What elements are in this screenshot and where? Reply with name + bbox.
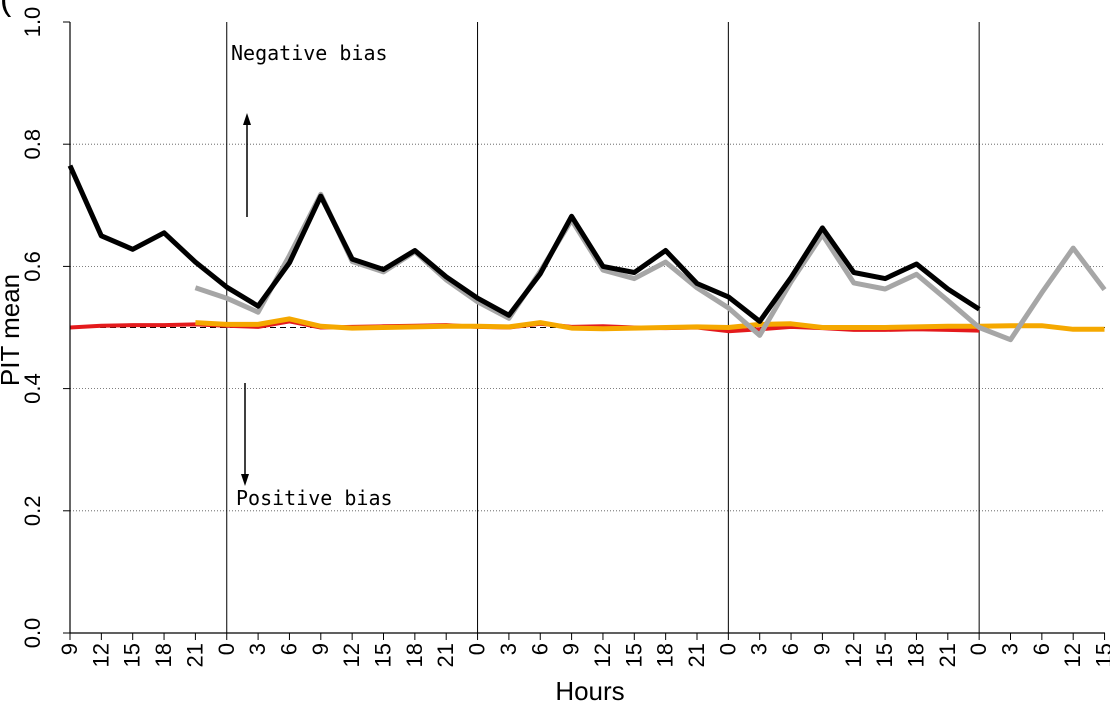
x-tick-label: 21 — [684, 643, 709, 667]
x-tick-label: 9 — [559, 643, 584, 655]
x-tick-label: 0 — [966, 643, 991, 655]
y-tick-labels: 0.0 0.2 0.4 0.6 0.8 1.0 — [20, 7, 45, 649]
x-tick-label: 15 — [371, 643, 396, 667]
x-tick-label: 6 — [277, 643, 302, 655]
series-line-4 — [195, 316, 1105, 332]
x-tick-label: 21 — [935, 643, 960, 667]
x-tick-label: 6 — [527, 643, 552, 655]
x-tick-label: 9 — [308, 643, 333, 655]
x-tick-label: 15 — [872, 643, 897, 667]
x-tick-label: 18 — [904, 643, 929, 667]
x-tick-label: 6 — [778, 643, 803, 655]
positive-bias-annotation: Positive bias — [236, 383, 393, 510]
x-tick-label: 18 — [151, 643, 176, 667]
x-axis-label: Hours — [555, 676, 624, 703]
x-tick-label: 12 — [590, 643, 615, 667]
series-line-1 — [67, 164, 981, 324]
axes — [63, 21, 1106, 640]
y-axis-label: PIT mean — [0, 274, 25, 386]
panel-tag: ( — [0, 0, 12, 18]
down-arrow-head — [241, 474, 249, 486]
x-tick-label: 15 — [1092, 643, 1110, 667]
y-tick-label: 0.2 — [20, 496, 45, 527]
x-tick-labels: 9 12 15 18 21 0 3 6 9 12 15 18 21 0 3 6 9 12 15 18 21 0 3 6 9 12 1… — [57, 643, 1110, 667]
y-tick-label: 1.0 — [20, 7, 45, 38]
x-tick-label: 3 — [747, 643, 772, 655]
x-tick-label: 18 — [653, 643, 678, 667]
x-tick-label: 12 — [841, 643, 866, 667]
y-tick-label: 0.8 — [20, 129, 45, 160]
x-tick-label: 0 — [214, 643, 239, 655]
x-tick-label: 15 — [621, 643, 646, 667]
x-tick-label: 9 — [57, 643, 82, 655]
x-tick-label: 6 — [1029, 643, 1054, 655]
x-tick-label: 0 — [715, 643, 740, 655]
x-tick-label: 3 — [245, 643, 270, 655]
x-tick-label: 21 — [182, 643, 207, 667]
x-tick-label: 3 — [496, 643, 521, 655]
x-tick-label: 18 — [402, 643, 427, 667]
x-tick-label: 15 — [120, 643, 145, 667]
y-tick-label: 0.4 — [20, 373, 45, 404]
x-tick-label: 0 — [465, 643, 490, 655]
up-arrow-head — [243, 113, 251, 125]
series-layer — [67, 164, 1107, 343]
y-tick-label: 0.6 — [20, 251, 45, 282]
negative-bias-annotation: Negative bias — [231, 41, 388, 217]
x-tick-label: 3 — [998, 643, 1023, 655]
negative-bias-label: Negative bias — [231, 41, 388, 65]
x-tick-label: 12 — [1060, 643, 1085, 667]
y-tick-label: 0.0 — [20, 618, 45, 649]
x-tick-label: 21 — [433, 643, 458, 667]
positive-bias-label: Positive bias — [236, 486, 393, 510]
x-tick-label: 9 — [809, 643, 834, 655]
x-tick-label: 12 — [88, 643, 113, 667]
x-tick-label: 12 — [339, 643, 364, 667]
